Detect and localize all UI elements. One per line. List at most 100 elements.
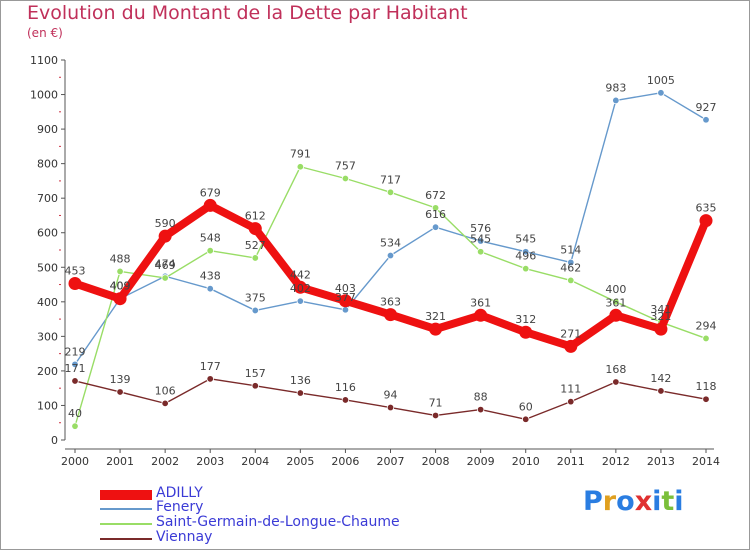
data-label: 548 bbox=[200, 232, 221, 245]
legend-swatch bbox=[100, 523, 152, 525]
data-point bbox=[431, 411, 440, 420]
legend-swatch bbox=[100, 490, 152, 500]
y-tick-label: 100 bbox=[37, 399, 58, 412]
data-label: 403 bbox=[335, 282, 356, 295]
data-label: 171 bbox=[65, 362, 86, 375]
x-tick-label: 2004 bbox=[241, 455, 269, 468]
logo-letter: t bbox=[661, 486, 675, 517]
data-label: 177 bbox=[200, 360, 221, 373]
data-point bbox=[657, 387, 665, 395]
y-tick-label: 300 bbox=[37, 330, 58, 343]
data-label: 409 bbox=[110, 280, 131, 293]
data-label: 219 bbox=[65, 345, 86, 358]
data-point bbox=[522, 248, 530, 256]
data-label: 545 bbox=[515, 233, 536, 246]
data-label: 321 bbox=[650, 310, 671, 323]
chart-title: Evolution du Montant de la Dette par Hab… bbox=[27, 2, 468, 24]
data-point bbox=[429, 322, 443, 336]
data-label: 514 bbox=[560, 243, 581, 256]
logo-letter: i bbox=[652, 486, 662, 517]
legend-swatch bbox=[100, 538, 152, 540]
data-point bbox=[612, 298, 620, 306]
y-tick-label: 1100 bbox=[30, 54, 58, 67]
data-label: 361 bbox=[470, 296, 491, 309]
x-tick-label: 2001 bbox=[106, 455, 134, 468]
data-point bbox=[206, 246, 214, 255]
data-point bbox=[338, 294, 352, 308]
data-label: 116 bbox=[335, 381, 356, 394]
data-point bbox=[612, 96, 620, 105]
data-point bbox=[296, 297, 305, 305]
y-tick-label: 700 bbox=[37, 192, 58, 205]
data-label: 60 bbox=[519, 400, 533, 413]
data-point bbox=[609, 308, 623, 322]
x-tick-label: 2012 bbox=[602, 455, 630, 468]
data-point bbox=[702, 116, 710, 124]
logo-letter: o bbox=[616, 486, 635, 517]
data-label: 983 bbox=[605, 81, 626, 94]
data-point bbox=[386, 403, 395, 412]
data-label: 40 bbox=[68, 407, 82, 420]
data-point bbox=[71, 377, 79, 385]
x-tick-label: 2002 bbox=[151, 455, 179, 468]
data-point bbox=[341, 174, 350, 183]
data-label: 717 bbox=[380, 173, 401, 186]
data-point bbox=[699, 214, 713, 228]
data-point bbox=[206, 375, 214, 383]
data-point bbox=[612, 378, 620, 386]
data-label: 361 bbox=[605, 296, 626, 309]
data-point bbox=[567, 397, 575, 406]
y-tick-label: 800 bbox=[37, 158, 58, 171]
data-point bbox=[476, 237, 485, 245]
data-label: 679 bbox=[200, 186, 221, 199]
data-point bbox=[248, 222, 262, 236]
x-tick-label: 2013 bbox=[647, 455, 675, 468]
legend-swatch bbox=[100, 508, 152, 510]
data-label: 341 bbox=[650, 303, 671, 316]
data-label: 576 bbox=[470, 222, 491, 235]
data-point bbox=[113, 292, 127, 306]
data-label: 612 bbox=[245, 210, 266, 223]
y-tick-label: 500 bbox=[37, 261, 58, 274]
y-tick-label: 200 bbox=[37, 365, 58, 378]
data-label: 94 bbox=[384, 389, 398, 402]
x-tick-label: 2010 bbox=[512, 455, 540, 468]
legend-label: Fenery bbox=[156, 499, 204, 515]
x-tick-label: 2000 bbox=[61, 455, 89, 468]
data-label: 496 bbox=[515, 250, 536, 263]
data-point bbox=[116, 388, 124, 396]
data-label: 462 bbox=[560, 261, 581, 274]
data-label: 157 bbox=[245, 367, 266, 380]
data-label: 168 bbox=[605, 363, 626, 376]
data-label: 321 bbox=[425, 310, 446, 323]
data-point bbox=[474, 308, 488, 322]
x-tick-label: 2008 bbox=[422, 455, 450, 468]
data-point bbox=[293, 280, 307, 294]
data-label: 672 bbox=[425, 189, 446, 202]
data-point bbox=[519, 325, 533, 339]
y-tick-label: 1000 bbox=[30, 89, 58, 102]
data-point bbox=[567, 276, 575, 285]
data-label: 1005 bbox=[647, 74, 675, 87]
data-label: 791 bbox=[290, 148, 311, 161]
data-label: 409 bbox=[110, 280, 131, 293]
data-label: 136 bbox=[290, 374, 311, 387]
data-label: 271 bbox=[560, 327, 581, 340]
data-point bbox=[296, 389, 305, 397]
logo-letter: i bbox=[674, 486, 684, 517]
data-label: 377 bbox=[335, 291, 356, 304]
data-label: 590 bbox=[155, 217, 176, 230]
data-label: 616 bbox=[425, 208, 446, 221]
data-point bbox=[702, 395, 710, 403]
data-label: 757 bbox=[335, 159, 356, 172]
data-label: 111 bbox=[560, 383, 581, 396]
data-point bbox=[702, 334, 710, 343]
data-label: 534 bbox=[380, 237, 401, 250]
data-point bbox=[386, 251, 395, 260]
data-point bbox=[476, 248, 485, 256]
legend-label: ADILLY bbox=[156, 485, 203, 501]
data-label: 88 bbox=[474, 391, 488, 404]
data-point bbox=[296, 163, 305, 171]
data-point bbox=[431, 223, 440, 231]
data-point bbox=[341, 306, 350, 314]
